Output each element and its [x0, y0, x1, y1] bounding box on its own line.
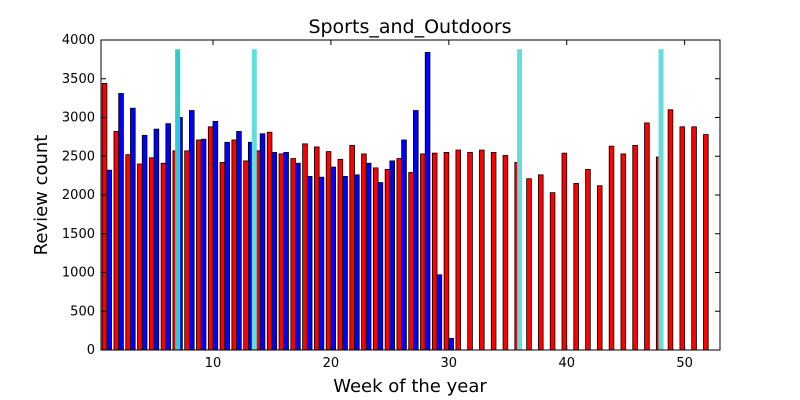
- y-tick-label: 1500: [62, 227, 95, 242]
- bar-series-2: [153, 128, 160, 351]
- bar-series-2: [141, 134, 148, 351]
- bar-series-1: [467, 151, 473, 351]
- bar-series-1: [408, 172, 414, 351]
- bar-series-1: [184, 150, 190, 351]
- bar-series-1: [561, 152, 568, 351]
- bar-series-2: [271, 151, 278, 351]
- bar-series-1: [160, 162, 167, 351]
- bar-series-1: [384, 169, 391, 351]
- bar-series-1: [148, 157, 155, 351]
- bar-series-1: [420, 153, 426, 351]
- bar-series-1: [502, 155, 509, 351]
- bar-series-1: [431, 152, 438, 351]
- bar-series-2: [130, 107, 136, 351]
- bar-series-1: [101, 83, 108, 351]
- bar-series-2: [118, 93, 124, 351]
- bar-series-2: [448, 337, 454, 351]
- x-tick-label: 10: [205, 356, 222, 371]
- bar-series-1: [302, 143, 308, 351]
- chart-title: Sports_and_Outdoors: [308, 16, 511, 38]
- y-tick-label: 2000: [62, 188, 95, 203]
- bar-series-1: [361, 153, 367, 351]
- bar-series-1: [585, 169, 591, 351]
- bar-series-1: [443, 151, 450, 351]
- bar-series-2: [377, 182, 384, 351]
- y-tick-label: 3500: [62, 72, 95, 87]
- bar-series-2: [330, 166, 337, 351]
- bar-series-2: [318, 176, 325, 351]
- plot-area: 0 500 1000 1500 2000 2500 3000 3500 4000 10 20 30 40…: [62, 33, 721, 371]
- bar-series-2: [259, 133, 266, 351]
- bar-series-1: [219, 162, 226, 351]
- bar-series-2: [236, 131, 242, 351]
- bar-series-2: [413, 110, 419, 351]
- bar-series-1: [596, 185, 603, 351]
- x-tick-label: 50: [676, 356, 693, 371]
- bar-series-2: [424, 52, 431, 351]
- bar-series-1: [538, 174, 544, 351]
- bar-series-1: [125, 154, 131, 351]
- bar-series-1: [137, 163, 143, 351]
- bar-series-2: [389, 160, 395, 351]
- bar-series-1: [243, 160, 249, 351]
- bar-series-2: [342, 175, 348, 351]
- bar-series-1: [196, 139, 202, 351]
- bar-series-2: [365, 162, 372, 351]
- bar-series-2: [401, 139, 407, 351]
- bar-series-2: [106, 169, 113, 351]
- bar-series-1: [667, 109, 674, 351]
- y-tick-label: 4000: [62, 33, 95, 48]
- bar-series-2: [200, 138, 207, 351]
- bar-series-1: [679, 126, 686, 351]
- bar-series-1: [349, 144, 355, 351]
- bar-series-1: [266, 131, 273, 351]
- bar-series-2: [436, 274, 443, 351]
- bar-series-2: [295, 162, 301, 351]
- x-axis-label: Week of the year: [333, 376, 487, 397]
- y-tick-label: 0: [87, 343, 95, 358]
- bar-series-1: [644, 122, 650, 351]
- bar-series-1: [207, 126, 214, 351]
- y-axis-label: Review count: [31, 135, 52, 256]
- y-tick-label: 500: [70, 304, 95, 319]
- bar-series-1: [703, 134, 709, 351]
- bar-series-1: [278, 153, 285, 351]
- bar-series-1: [290, 158, 296, 351]
- bar-series-2: [212, 120, 219, 351]
- bar-series-1: [691, 126, 697, 351]
- bar-series-1: [526, 178, 532, 351]
- bar-series-1: [620, 153, 627, 351]
- bar-series-2: [165, 123, 171, 351]
- bar-series-2: [224, 141, 230, 351]
- bar-series-2: [283, 151, 289, 351]
- bar-series-1: [455, 149, 462, 351]
- bar-series-1: [632, 144, 638, 351]
- bar-series-1: [490, 151, 497, 351]
- bar-series-2: [354, 174, 360, 351]
- bar-series-2: [189, 110, 195, 351]
- y-tick-label: 3000: [62, 111, 95, 126]
- bar-series-1: [608, 145, 615, 351]
- y-tick-label: 2500: [62, 149, 95, 164]
- x-tick-label: 30: [441, 356, 458, 371]
- bar-series-1: [479, 149, 485, 351]
- x-tick-label: 40: [558, 356, 575, 371]
- bar-series-1: [573, 182, 579, 351]
- bar-series-1: [231, 139, 237, 351]
- bar-series-1: [314, 146, 320, 351]
- x-tick-label: 20: [323, 356, 340, 371]
- bar-series-2: [306, 175, 313, 351]
- bar-series-1: [113, 131, 120, 351]
- y-tick-label: 1000: [62, 266, 95, 281]
- bar-series-1: [372, 167, 379, 351]
- bar-series-1: [325, 151, 332, 351]
- bar-series-1: [337, 158, 344, 351]
- bar-series-1: [396, 158, 403, 351]
- bar-series-1: [549, 192, 556, 351]
